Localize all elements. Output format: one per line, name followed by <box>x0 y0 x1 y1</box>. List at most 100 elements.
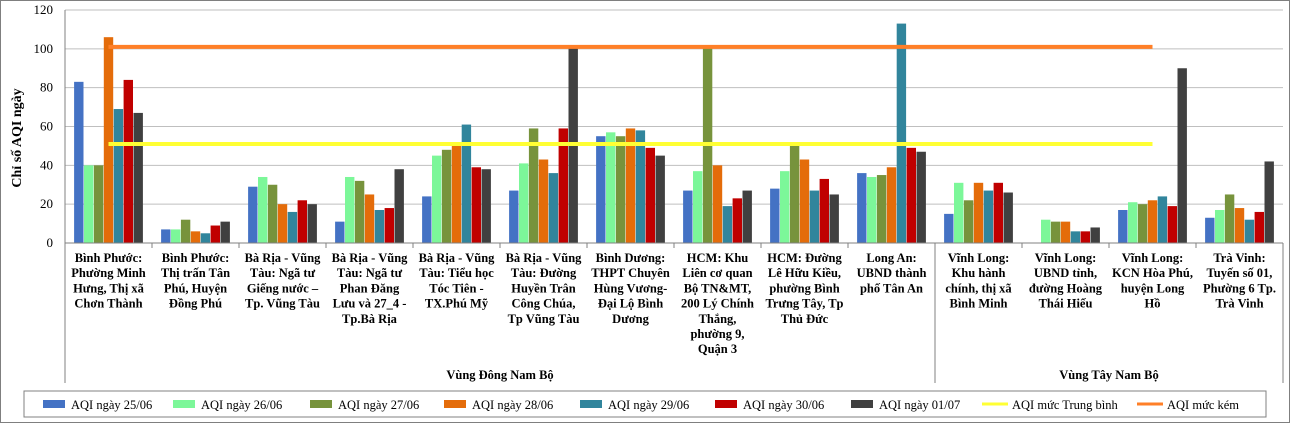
bar <box>441 149 452 243</box>
bar <box>819 178 829 243</box>
category-label-line: Tàu: Ngã tư <box>337 266 403 280</box>
category-label-line: Huyền Trân <box>511 281 576 295</box>
bar <box>1264 161 1274 243</box>
bar <box>297 200 307 243</box>
category-label-line: Trà Vinh <box>1215 297 1263 311</box>
category-label-line: đường Hoàng <box>1029 281 1103 295</box>
bar <box>712 165 723 243</box>
category-label-line: Vĩnh Long: <box>1035 251 1096 265</box>
category-label-line: UBND thành <box>857 266 927 280</box>
category-label-line: Dương <box>612 312 649 326</box>
bar <box>1080 231 1090 243</box>
bar <box>1234 208 1245 243</box>
bars <box>74 23 1274 244</box>
category-label: Long An: UBND thành phố Tân An <box>857 251 927 295</box>
category-label-line: phố Tân An <box>860 281 923 295</box>
category-label-line: Bà Rịa - Vũng <box>332 251 409 265</box>
y-tick-label: 120 <box>34 2 54 17</box>
bar <box>829 194 839 243</box>
bar <box>993 182 1003 243</box>
bar <box>1118 209 1128 243</box>
bar <box>394 169 404 243</box>
bar <box>1177 68 1187 243</box>
bar <box>867 176 877 243</box>
bar <box>944 213 954 243</box>
category-label: Vĩnh Long: Khu hành chính, thị xã Bình Minh <box>945 251 1012 311</box>
category-label-line: chính, thị xã <box>945 281 1012 295</box>
bar <box>906 147 916 243</box>
bar <box>335 221 345 243</box>
bar <box>548 173 559 243</box>
y-tick-label: 0 <box>47 235 54 250</box>
bar <box>1060 221 1071 243</box>
category-label-line: Vĩnh Long: <box>948 251 1009 265</box>
y-axis-label: Chỉ số AQI ngày <box>10 88 25 187</box>
legend-swatch <box>851 400 873 408</box>
category-label: Bà Rịa - Vũng Tàu: Tiểu học Tóc Tiên - TX.P… <box>419 251 496 311</box>
y-tick-label: 100 <box>34 41 54 56</box>
bar <box>1070 231 1081 243</box>
category-label-line: 200 Lý Chính <box>681 297 754 311</box>
category-label-line: Bình Phước: <box>162 251 230 265</box>
bar <box>364 194 375 243</box>
bar <box>345 176 355 243</box>
category-label-line: Tp.Bà Rịa <box>342 312 398 326</box>
bar <box>200 233 211 243</box>
category-label-line: Lê Hữu Kiều, <box>768 266 841 280</box>
y-tick-label: 60 <box>40 119 53 134</box>
category-label-line: Tuyến số 01, <box>1207 266 1273 280</box>
category-label: HCM: Đường Lê Hữu Kiều, phường Bình Trưng T… <box>765 251 843 326</box>
bar <box>1244 219 1255 243</box>
legend-label: AQI ngày 01/07 <box>879 398 960 412</box>
bar <box>307 204 317 243</box>
category-label-line: Tàu: Ngã tư <box>250 266 316 280</box>
category-label: Bình Phước: Thị trấn Tân Phú, Huyện Đồng Ph… <box>161 251 230 311</box>
bar <box>1050 221 1061 243</box>
y-tick-label: 80 <box>40 80 53 95</box>
bar <box>886 167 897 243</box>
bar <box>558 128 568 243</box>
bar <box>770 188 780 243</box>
legend-label: AQI ngày 29/06 <box>608 398 689 412</box>
legend-label: AQI ngày 26/06 <box>201 398 282 412</box>
category-label-line: Khu hành <box>952 266 1006 280</box>
category-label-line: Phường Minh <box>71 266 146 280</box>
bar <box>635 130 646 243</box>
category-label-line: Tàu: Đường <box>511 266 577 280</box>
bar <box>103 37 114 243</box>
bar <box>780 171 790 243</box>
category-label-line: Long An: <box>866 251 916 265</box>
bar <box>596 136 606 243</box>
bar <box>471 167 481 243</box>
bar <box>606 132 616 243</box>
bar <box>973 182 984 243</box>
category-label-line: Tp. Vũng Tàu <box>245 297 320 311</box>
legend-label: AQI mức kém <box>1167 398 1239 412</box>
bar <box>248 186 258 243</box>
bar <box>374 209 385 243</box>
y-axis-ticks: 0 20 40 60 80 100 120 <box>34 2 54 250</box>
bar <box>615 136 626 243</box>
category-label-line: Thủ Đức <box>781 312 829 326</box>
bar <box>1090 227 1100 243</box>
bar <box>876 175 887 243</box>
region-labels: Vùng Đông Nam Bộ Vùng Tây Nam Bộ <box>446 368 1158 382</box>
category-label: Bình Phước: Phường Minh Hưng, Thị xã Chơn T… <box>71 251 146 311</box>
legend: AQI ngày 25/06 AQI ngày 26/06 AQI ngày 27/… <box>23 390 1267 418</box>
bar <box>277 204 288 243</box>
category-label-line: Tóc Tiên - <box>429 281 483 295</box>
bar <box>916 151 926 243</box>
bar <box>258 176 268 243</box>
legend-label: AQI ngày 27/06 <box>338 398 419 412</box>
bar <box>180 219 191 243</box>
category-label-line: Đồng Phú <box>169 297 222 311</box>
legend-swatch <box>444 400 466 408</box>
category-label-line: Tp Vũng Tàu <box>508 312 580 326</box>
category-label-line: TX.Phú Mỹ <box>425 297 489 311</box>
category-label: Vĩnh Long: KCN Hòa Phú, huyện Long Hồ <box>1112 251 1193 311</box>
legend-swatch <box>715 400 737 408</box>
bar <box>190 231 201 243</box>
legend-swatch <box>43 400 65 408</box>
bar <box>481 169 491 243</box>
